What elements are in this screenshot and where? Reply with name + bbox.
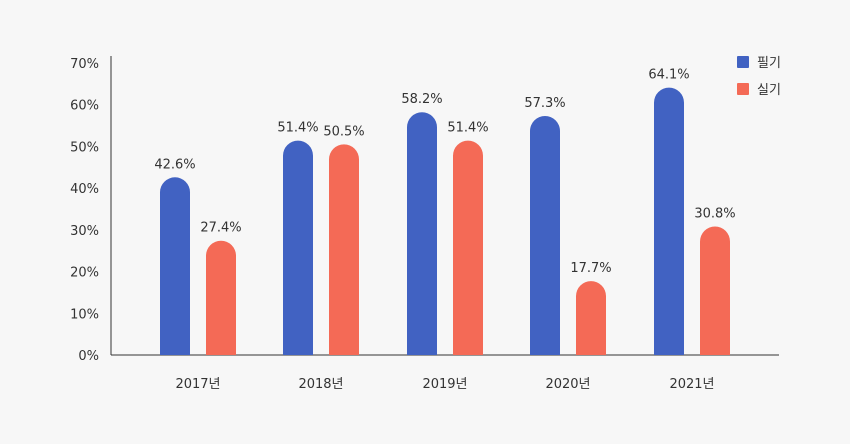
y-tick-label: 20% [70,266,99,281]
data-label: 17.7% [570,261,611,276]
data-label: 50.5% [323,124,364,139]
y-tick-label: 10% [70,307,99,322]
x-tick-label: 2021년 [669,377,714,392]
bar-series-2 [329,144,359,355]
y-tick-label: 60% [70,99,99,114]
x-tick-label: 2019년 [422,377,467,392]
data-label: 51.4% [447,121,488,136]
data-label: 57.3% [524,96,565,111]
bar-series-1 [530,115,560,355]
x-tick-label: 2018년 [298,377,343,392]
bar-series-2 [453,140,483,355]
bar-series-2 [576,281,606,355]
data-labels: 42.6% 51.4% 58.2% 57.3% 64.1% 27.4% 50.5% 51.4%… [154,68,735,277]
bar-series-1 [407,112,437,355]
y-tick-label: 70% [70,57,99,72]
y-tick-label: 50% [70,140,99,155]
legend-swatch [737,56,749,68]
y-tick-label: 30% [70,224,99,239]
data-label: 51.4% [277,121,318,136]
bar-series-1 [654,87,684,355]
y-tick-label: 0% [78,349,99,364]
data-label: 30.8% [694,207,735,222]
bar-series-2 [206,240,236,355]
legend-label: 필기 [757,56,781,71]
legend-label: 실기 [757,83,781,98]
x-tick-label: 2017년 [175,377,220,392]
data-label: 27.4% [200,221,241,236]
x-tick-label: 2020년 [545,377,590,392]
bar-series-1 [160,177,190,355]
axes: 0% 10% 20% 30% 40% 50% 60% 70% 2017년 2018년 2019년 20… [70,56,779,392]
legend-swatch [737,83,749,95]
bar-series-1 [283,140,313,355]
bar-series-2 [700,226,730,355]
bars [160,87,730,355]
y-tick-label: 40% [70,182,99,197]
data-label: 64.1% [648,68,689,83]
data-label: 42.6% [154,157,195,172]
data-label: 58.2% [401,92,442,107]
